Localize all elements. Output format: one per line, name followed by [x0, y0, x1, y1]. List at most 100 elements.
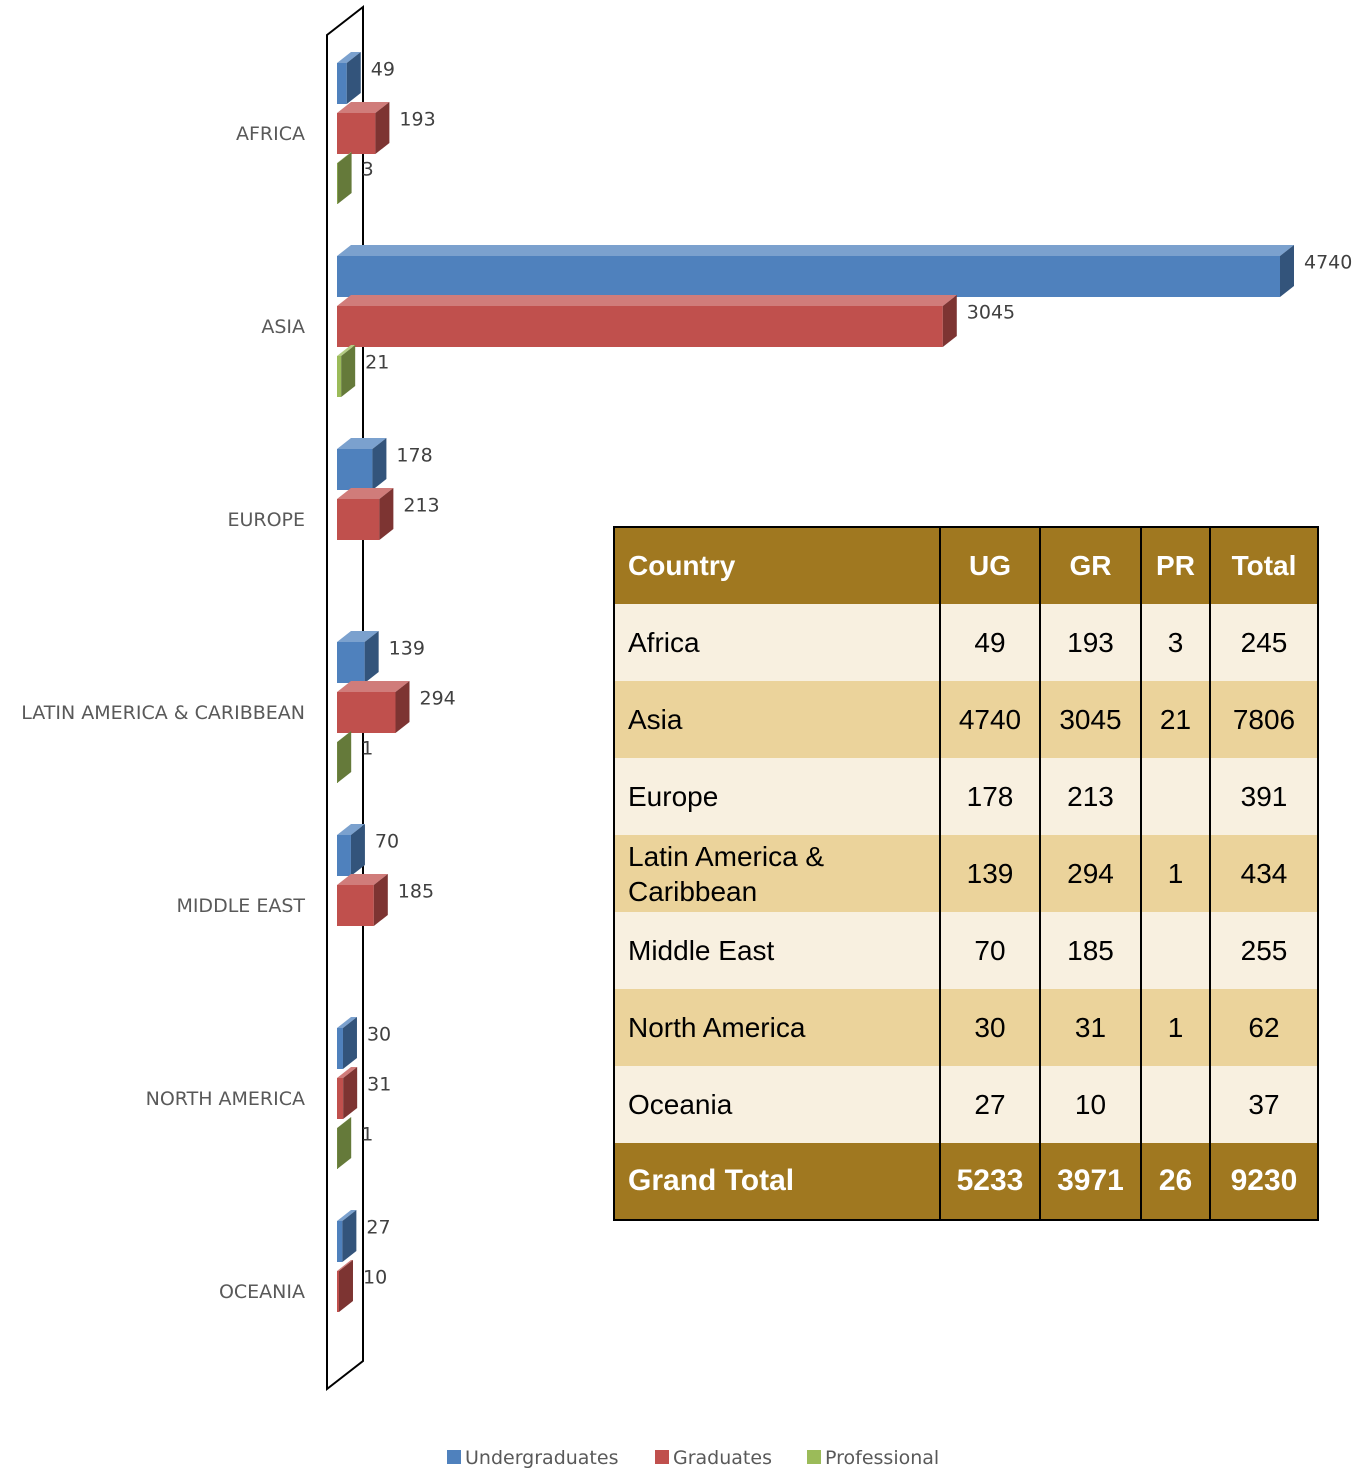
legend-label: Graduates: [673, 1447, 772, 1469]
category-label: ASIA: [261, 316, 305, 338]
table-footer-row: Grand Total 5233 3971 26 9230: [613, 1143, 1319, 1220]
bar: [337, 1067, 358, 1119]
cell-country: Asia: [613, 681, 941, 758]
cell-gr: 31: [1039, 989, 1142, 1066]
data-label: 213: [403, 495, 439, 517]
cell-gr: 294: [1039, 835, 1142, 912]
category-label: EUROPE: [227, 509, 305, 531]
data-label: 3: [362, 159, 374, 181]
bar: [337, 245, 1294, 297]
bar: [337, 1260, 353, 1312]
bar: [337, 295, 957, 347]
legend-label: Undergraduates: [465, 1447, 618, 1469]
cell-pr: 1: [1140, 989, 1211, 1066]
legend-label: Professional: [825, 1447, 939, 1469]
header-total: Total: [1209, 527, 1319, 604]
data-label: 21: [365, 352, 389, 374]
cell-ug: 49: [939, 604, 1041, 681]
cell-country: Latin America & Caribbean: [613, 835, 941, 912]
cell-total: 434: [1209, 835, 1319, 912]
table-row: Europe 178 213 391: [613, 758, 1319, 835]
cell-pr: 21: [1140, 681, 1211, 758]
bar: [337, 438, 387, 490]
footer-ug: 5233: [939, 1143, 1041, 1220]
table-row: Oceania 27 10 37: [613, 1066, 1319, 1143]
cell-total: 391: [1209, 758, 1319, 835]
cell-ug: 178: [939, 758, 1041, 835]
header-gr: GR: [1039, 527, 1142, 604]
data-label: 185: [398, 881, 434, 903]
cell-ug: 4740: [939, 681, 1041, 758]
header-country: Country: [613, 527, 941, 604]
cell-pr: 3: [1140, 604, 1211, 681]
data-label: 31: [367, 1074, 391, 1096]
bar: [337, 345, 356, 397]
cell-country: Africa: [613, 604, 941, 681]
bar: [337, 824, 365, 876]
legend-swatch: [447, 1450, 461, 1464]
data-label: 3045: [967, 302, 1015, 324]
data-label: 49: [371, 59, 395, 81]
footer-country: Grand Total: [613, 1143, 941, 1220]
cell-total: 255: [1209, 912, 1319, 989]
cell-ug: 70: [939, 912, 1041, 989]
category-label: LATIN AMERICA & CARIBBEAN: [21, 702, 305, 724]
data-label: 10: [363, 1267, 387, 1289]
bar: [337, 102, 390, 154]
cell-total: 7806: [1209, 681, 1319, 758]
table-row: Middle East 70 185 255: [613, 912, 1319, 989]
cell-country: North America: [613, 989, 941, 1066]
cell-ug: 27: [939, 1066, 1041, 1143]
data-label: 139: [389, 638, 425, 660]
footer-pr: 26: [1140, 1143, 1211, 1220]
table-row: Latin America & Caribbean 139 294 1 434: [613, 835, 1319, 912]
data-label: 294: [419, 688, 455, 710]
cell-ug: 139: [939, 835, 1041, 912]
data-label: 4740: [1304, 252, 1352, 274]
bar: [337, 152, 352, 204]
bar: [337, 1117, 352, 1169]
cell-pr: [1140, 912, 1211, 989]
cell-gr: 10: [1039, 1066, 1142, 1143]
data-label: 1: [361, 1124, 373, 1146]
bar: [337, 631, 379, 683]
category-label: AFRICA: [236, 123, 305, 145]
data-label: 27: [366, 1217, 390, 1239]
axis-wall: [326, 4, 364, 1392]
table-row: North America 30 31 1 62: [613, 989, 1319, 1066]
table-row: Asia 4740 3045 21 7806: [613, 681, 1319, 758]
header-pr: PR: [1140, 527, 1211, 604]
data-label: 70: [375, 831, 399, 853]
cell-pr: 1: [1140, 835, 1211, 912]
summary-table: Country UG GR PR Total Africa 49 193 3 2…: [613, 526, 1319, 1221]
cell-gr: 3045: [1039, 681, 1142, 758]
category-label: NORTH AMERICA: [146, 1088, 305, 1110]
cell-gr: 185: [1039, 912, 1142, 989]
data-label: 30: [367, 1024, 391, 1046]
bar: [337, 1017, 357, 1069]
cell-pr: [1140, 1066, 1211, 1143]
data-label: 193: [399, 109, 435, 131]
cell-country: Europe: [613, 758, 941, 835]
table-row: Africa 49 193 3 245: [613, 604, 1319, 681]
cell-country: Oceania: [613, 1066, 941, 1143]
header-ug: UG: [939, 527, 1041, 604]
legend-swatch: [655, 1450, 669, 1464]
cell-gr: 213: [1039, 758, 1142, 835]
footer-total: 9230: [1209, 1143, 1319, 1220]
cell-total: 245: [1209, 604, 1319, 681]
footer-gr: 3971: [1039, 1143, 1142, 1220]
legend-swatch: [807, 1450, 821, 1464]
cell-pr: [1140, 758, 1211, 835]
data-label: 178: [396, 445, 432, 467]
bar: [337, 681, 410, 733]
data-label: 1: [361, 738, 373, 760]
cell-country: Middle East: [613, 912, 941, 989]
cell-total: 62: [1209, 989, 1319, 1066]
bar: [337, 1210, 357, 1262]
cell-total: 37: [1209, 1066, 1319, 1143]
cell-ug: 30: [939, 989, 1041, 1066]
bar: [337, 488, 394, 540]
category-label: OCEANIA: [219, 1281, 305, 1303]
